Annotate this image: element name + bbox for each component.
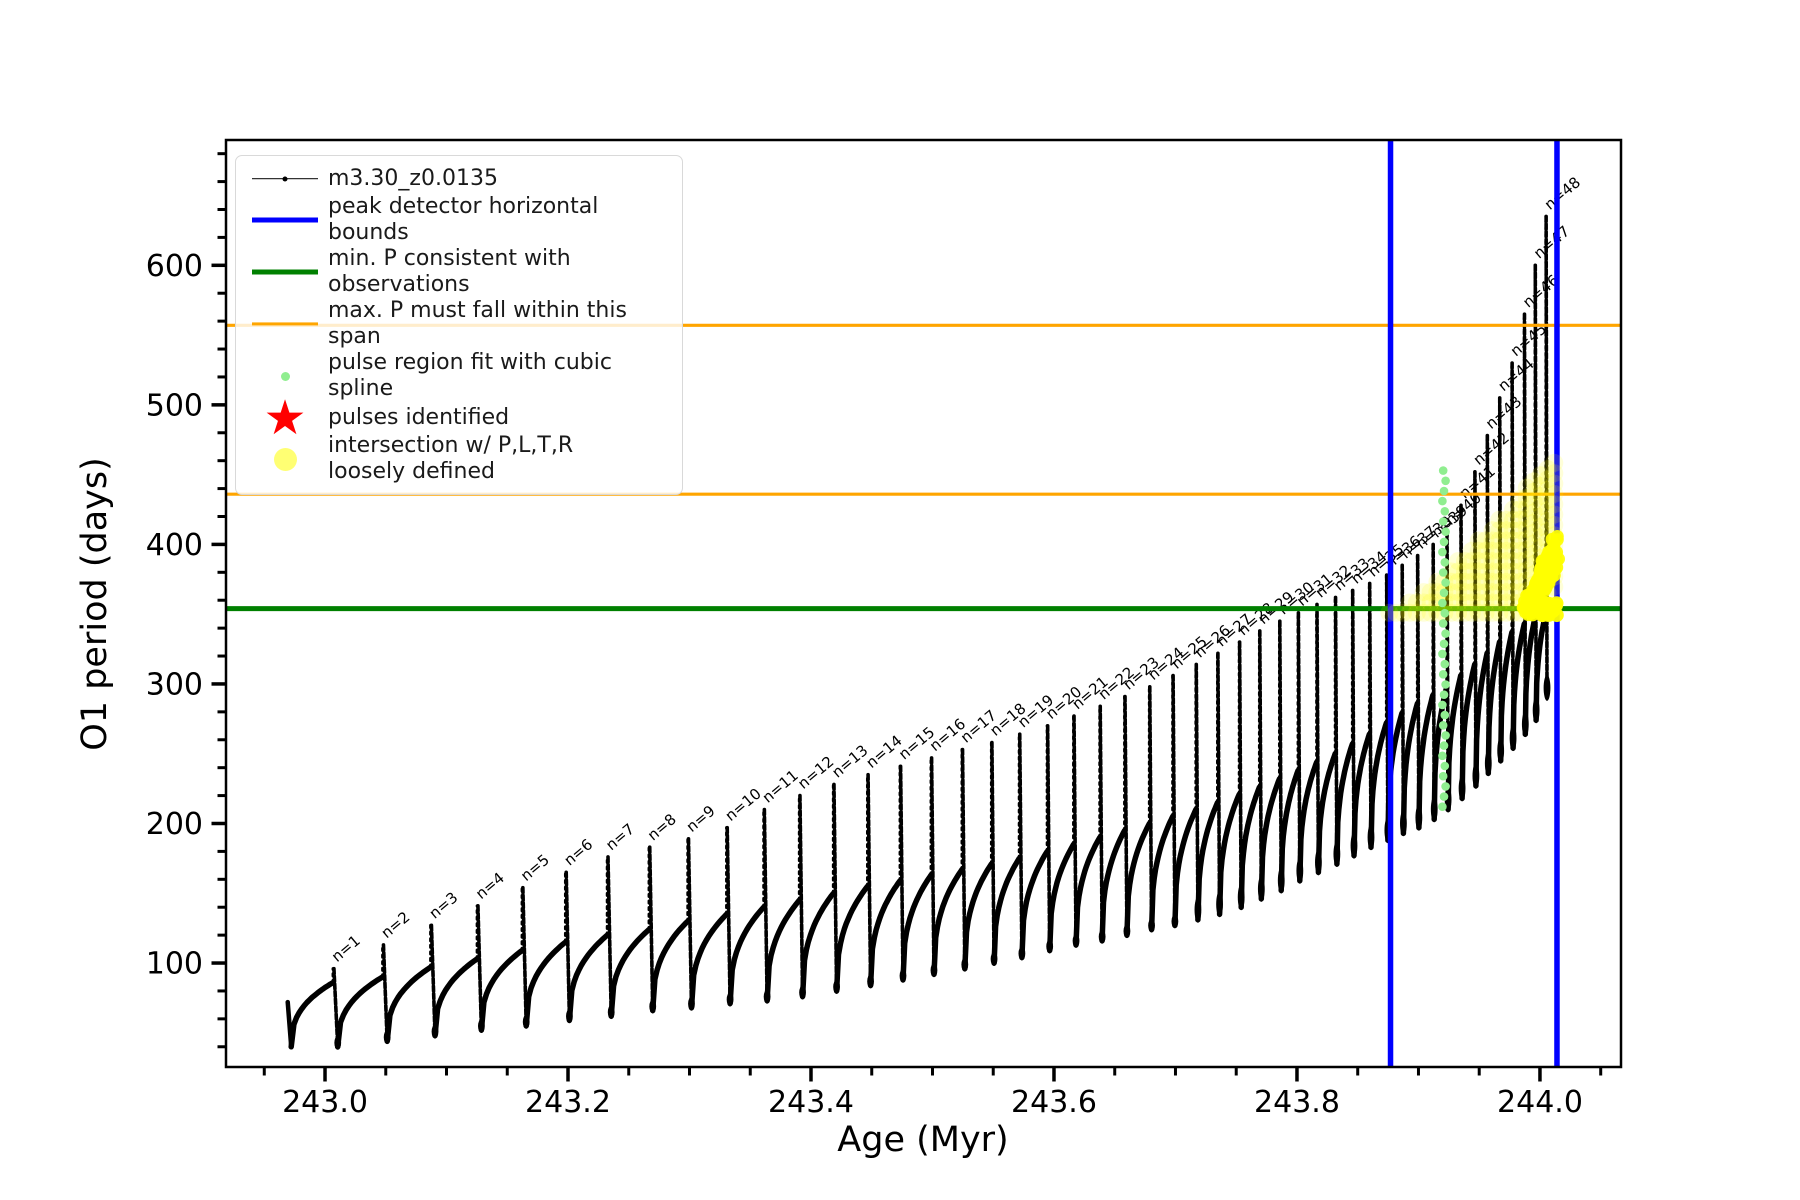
pulse-label-n47: n=47 bbox=[1530, 222, 1573, 262]
pulse-label-n6: n=6 bbox=[561, 835, 597, 869]
legend-item-3: max. P must fall within this span bbox=[242, 298, 672, 350]
pulse-label-n2: n=2 bbox=[378, 908, 414, 942]
spline-fit-dots bbox=[1438, 466, 1450, 811]
y-tick-label: 500 bbox=[146, 388, 203, 423]
intersection-faint-region bbox=[1380, 453, 1564, 622]
plot-frame-group bbox=[224, 138, 1623, 1069]
legend-marker-big-dot-icon bbox=[242, 447, 328, 471]
y-tick-label: 400 bbox=[146, 528, 203, 563]
plot-frame bbox=[224, 138, 1623, 1069]
y-axis-label: O1 period (days) bbox=[75, 457, 115, 751]
pulse-label-n1: n=1 bbox=[328, 932, 364, 966]
pulse-label-n9: n=9 bbox=[683, 802, 719, 836]
x-tick-label: 243.6 bbox=[1011, 1085, 1097, 1120]
legend-item-5: ★ pulses identified bbox=[242, 389, 672, 446]
legend-marker-thick-line-icon bbox=[242, 269, 328, 275]
x-tick-label: 243.0 bbox=[282, 1085, 368, 1120]
legend-item-0: m3.30_z0.0135 bbox=[242, 163, 672, 194]
x-axis: 243.0 243.2 243.4 243.6 243.8 244.0 bbox=[262, 1067, 1603, 1120]
y-tick-label: 300 bbox=[146, 667, 203, 702]
legend-marker-star-icon: ★ bbox=[263, 389, 307, 446]
legend-label: m3.30_z0.0135 bbox=[328, 165, 498, 191]
legend-item-1: peak detector horizontal bounds bbox=[242, 194, 672, 246]
pulse-label-n11: n=11 bbox=[759, 766, 802, 806]
legend-label: pulse region fit with cubic spline bbox=[328, 350, 612, 401]
legend-marker-thick-line-icon bbox=[242, 217, 328, 223]
x-tick-label: 243.2 bbox=[525, 1085, 611, 1120]
legend-label: intersection w/ P,L,T,R loosely defined bbox=[328, 433, 574, 484]
legend-label: min. P consistent with observations bbox=[328, 246, 571, 297]
y-axis: 100 200 300 400 500 600 bbox=[146, 152, 226, 1049]
pulse-label-n3: n=3 bbox=[426, 888, 462, 922]
legend-item-4: pulse region fit with cubic spline bbox=[242, 350, 672, 402]
legend-label: peak detector horizontal bounds bbox=[328, 194, 599, 245]
pulse-label-n43: n=43 bbox=[1482, 392, 1525, 432]
intersection-dense-cluster bbox=[1516, 530, 1565, 623]
legend-label: pulses identified bbox=[328, 404, 510, 430]
legend-marker-line-dot-icon bbox=[242, 176, 328, 181]
legend-marker-small-dot-icon bbox=[242, 371, 328, 381]
y-tick-label: 600 bbox=[146, 249, 203, 284]
pulse-label-n10: n=10 bbox=[722, 785, 765, 825]
x-axis-label: Age (Myr) bbox=[837, 1120, 1009, 1160]
y-tick-label: 200 bbox=[146, 807, 203, 842]
legend-label: max. P must fall within this span bbox=[328, 298, 627, 349]
pulse-label-n5: n=5 bbox=[517, 851, 553, 885]
y-tick-label: 100 bbox=[146, 947, 203, 982]
legend-item-2: min. P consistent with observations bbox=[242, 246, 672, 298]
x-tick-label: 243.4 bbox=[768, 1085, 854, 1120]
legend-marker-thin-line-icon bbox=[242, 322, 328, 327]
x-tick-label: 243.8 bbox=[1254, 1085, 1340, 1120]
x-tick-label: 244.0 bbox=[1497, 1085, 1583, 1120]
pulse-label-n8: n=8 bbox=[644, 810, 680, 844]
pulse-label-n7: n=7 bbox=[602, 820, 638, 854]
pulse-label-n42: n=42 bbox=[1470, 429, 1513, 469]
pulse-label-n44: n=44 bbox=[1495, 355, 1538, 395]
legend-item-6: intersection w/ P,L,T,R loosely defined bbox=[242, 433, 672, 485]
pulse-label-n48: n=48 bbox=[1541, 173, 1584, 213]
pulse-label-n4: n=4 bbox=[472, 869, 508, 903]
pulse-label-n12: n=12 bbox=[794, 752, 837, 792]
